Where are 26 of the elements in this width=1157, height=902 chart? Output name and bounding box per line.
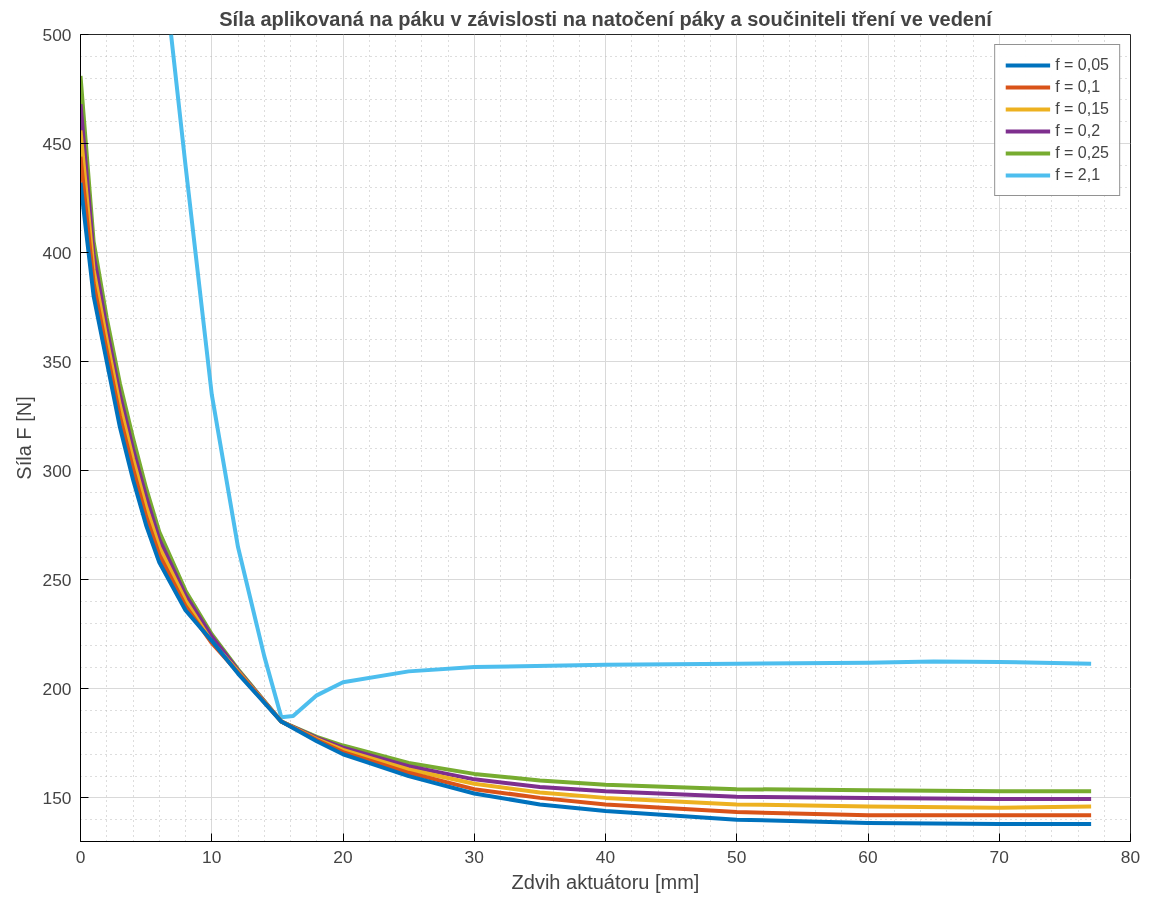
- y-tick-label: 250: [42, 569, 72, 590]
- y-tick-label: 300: [42, 460, 72, 481]
- x-tick-label: 40: [595, 846, 616, 867]
- legend-label: f = 0,1: [1055, 78, 1101, 96]
- legend-label: f = 2,1: [1055, 166, 1101, 184]
- x-tick-label: 60: [858, 846, 878, 867]
- y-tick-label: 500: [42, 24, 72, 45]
- chart-title: Síla aplikovaná na páku v závislosti na natočení páky a součiniteli tření ve vedení: [219, 7, 994, 30]
- legend-label: f = 0,05: [1055, 56, 1109, 74]
- x-tick-label: 70: [989, 846, 1009, 867]
- x-tick-label: 50: [727, 846, 747, 867]
- legend-label: f = 0,15: [1055, 100, 1109, 118]
- y-tick-label: 350: [42, 351, 72, 372]
- x-tick-label: 10: [202, 846, 222, 867]
- y-tick-label: 400: [42, 242, 72, 263]
- x-tick-label: 20: [333, 846, 353, 867]
- x-tick-label: 80: [1120, 846, 1141, 867]
- y-tick-label: 450: [42, 133, 72, 154]
- legend-label: f = 0,2: [1055, 122, 1101, 140]
- x-tick-label: 0: [75, 846, 86, 867]
- x-tick-label: 30: [464, 846, 484, 867]
- y-tick-label: 200: [42, 678, 72, 699]
- y-tick-label: 150: [42, 787, 72, 808]
- legend-label: f = 0,25: [1055, 144, 1109, 162]
- y-axis-title: Síla F [N]: [12, 396, 35, 480]
- x-axis-title: Zdvih aktuátoru [mm]: [511, 870, 700, 893]
